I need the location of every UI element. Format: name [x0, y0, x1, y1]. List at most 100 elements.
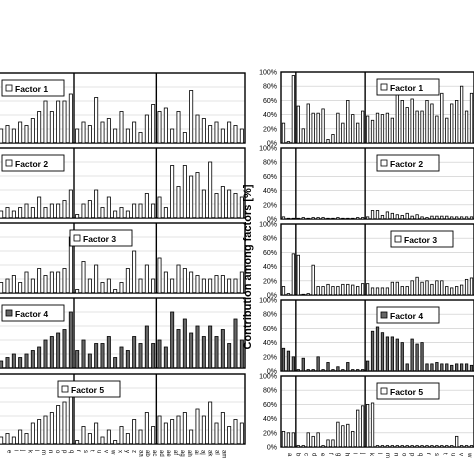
bar — [75, 128, 80, 144]
bar — [296, 217, 300, 220]
bar — [385, 112, 390, 144]
x-tick-label: m — [384, 453, 390, 458]
bar — [11, 128, 16, 144]
legend: Factor 4 — [376, 306, 440, 324]
bar — [400, 445, 404, 448]
bar — [195, 325, 200, 369]
bar — [430, 215, 434, 220]
bar — [281, 122, 286, 144]
y-tick-label: 20% — [263, 430, 277, 437]
bar — [301, 217, 305, 220]
bar — [380, 287, 385, 296]
bar — [365, 360, 370, 372]
bar — [455, 435, 459, 448]
bar — [30, 278, 35, 294]
bar — [455, 286, 459, 296]
bar — [361, 405, 365, 448]
bar — [227, 426, 232, 445]
bar — [239, 128, 244, 144]
bar — [195, 408, 200, 445]
legend: Factor 3 — [390, 230, 454, 248]
x-tick-label: af — [172, 450, 178, 455]
bar — [24, 433, 29, 445]
y-tick-label: 80% — [263, 84, 277, 91]
bar — [239, 339, 244, 369]
bar — [400, 215, 404, 220]
bar — [75, 440, 80, 445]
bar — [311, 112, 315, 144]
bar — [336, 217, 340, 220]
bar — [440, 363, 444, 372]
bar — [43, 339, 48, 369]
bar — [291, 356, 296, 372]
bar — [49, 412, 54, 445]
bar — [208, 125, 213, 144]
bar — [395, 338, 399, 372]
x-tick-label: l — [376, 453, 382, 454]
bar — [455, 216, 459, 220]
bar — [346, 423, 350, 448]
y-tick-label: 100% — [259, 222, 277, 229]
bar — [420, 216, 424, 220]
y-tick-label: 0% — [267, 141, 277, 148]
bar — [94, 97, 99, 144]
bar — [100, 282, 105, 294]
bar — [405, 212, 409, 220]
bar — [11, 436, 16, 445]
y-tick-label: 40% — [263, 188, 277, 195]
bar — [385, 287, 390, 296]
bar — [163, 346, 168, 369]
x-tick-label: m — [40, 450, 46, 455]
bar — [395, 214, 399, 220]
bar — [30, 350, 35, 369]
x-tick-label: u — [450, 453, 456, 456]
x-tick-label: ak — [207, 450, 213, 457]
bar — [125, 128, 130, 144]
factor-subplot-2: Factor 2 — [0, 147, 246, 219]
bar — [170, 128, 175, 144]
bar — [341, 369, 345, 372]
bar — [5, 278, 10, 294]
right-y-axis-label: Contribution among factors [%] — [242, 184, 254, 349]
legend: Factor 1 — [1, 79, 65, 97]
bar — [24, 271, 29, 294]
bar — [311, 369, 315, 372]
bar — [326, 139, 330, 144]
y-tick-label: 60% — [263, 250, 277, 257]
bar — [459, 85, 464, 144]
bar — [233, 278, 238, 294]
bar — [331, 217, 335, 220]
bar — [87, 200, 92, 219]
x-tick-label: v — [458, 453, 464, 456]
bar — [469, 364, 474, 372]
x-tick-label: y — [123, 450, 129, 453]
bar — [405, 363, 409, 372]
bar — [435, 362, 439, 372]
bar — [311, 435, 315, 448]
bar — [365, 115, 370, 144]
bar — [87, 278, 92, 294]
legend-swatch — [380, 83, 388, 91]
bar — [170, 419, 175, 445]
bar — [336, 421, 340, 448]
bar — [56, 100, 61, 144]
bar — [62, 100, 67, 144]
bar — [385, 211, 390, 220]
bar — [435, 280, 439, 296]
legend-box — [376, 306, 440, 324]
y-tick-label: 60% — [263, 98, 277, 105]
x-tick-label: e — [5, 450, 11, 454]
legend-swatch — [5, 84, 13, 92]
bar — [138, 343, 143, 369]
x-tick-label: k — [26, 450, 32, 454]
bar — [68, 311, 73, 369]
bar — [380, 114, 385, 144]
bar — [56, 271, 61, 294]
bar — [385, 336, 390, 372]
bar — [182, 318, 187, 369]
bar — [351, 369, 355, 372]
bar — [0, 128, 4, 144]
bar — [425, 217, 429, 220]
bar — [132, 336, 137, 369]
